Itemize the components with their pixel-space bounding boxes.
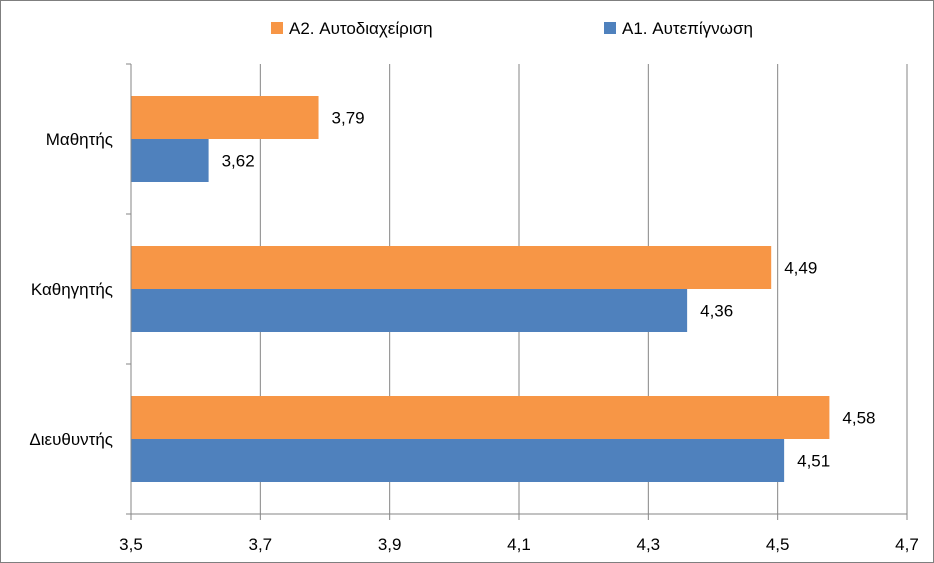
data-label: 3,62 xyxy=(222,152,255,171)
x-tick-label: 3,9 xyxy=(378,535,402,554)
data-label: 4,51 xyxy=(797,452,830,471)
labels: 3,5 3,7 3,9 4,1 4,3 4,5 4,7 3,79 3,62 Μαθητής 4,49… xyxy=(29,109,918,555)
data-label: 4,49 xyxy=(784,259,817,278)
bar-a2 xyxy=(131,246,772,289)
x-tick-label: 4,3 xyxy=(637,535,661,554)
bars xyxy=(131,96,830,482)
bar-a1 xyxy=(131,139,209,182)
data-label: 4,36 xyxy=(700,302,733,321)
x-tick-label: 3,7 xyxy=(249,535,273,554)
legend-label: A2. Αυτοδιαχείριση xyxy=(289,19,433,38)
category-label: Διευθυντής xyxy=(29,430,113,449)
data-label: 4,58 xyxy=(842,409,875,428)
axes xyxy=(126,63,908,520)
bar-a1 xyxy=(131,439,785,482)
bar-a1 xyxy=(131,289,688,332)
x-tick-label: 4,5 xyxy=(766,535,790,554)
category-label: Καθηγητής xyxy=(31,280,113,299)
x-tick-label: 3,5 xyxy=(119,535,143,554)
x-tick-label: 4,1 xyxy=(507,535,531,554)
legend-label: A1. Αυτεπίγνωση xyxy=(622,19,753,38)
data-label: 3,79 xyxy=(332,109,365,128)
bar-a2 xyxy=(131,396,830,439)
legend-swatch xyxy=(271,22,283,34)
x-tick-label: 4,7 xyxy=(895,535,919,554)
legend-swatch xyxy=(604,22,616,34)
legend: A2. Αυτοδιαχείριση A1. Αυτεπίγνωση xyxy=(271,19,753,38)
category-label: Μαθητής xyxy=(46,130,113,149)
bar-a2 xyxy=(131,96,319,139)
